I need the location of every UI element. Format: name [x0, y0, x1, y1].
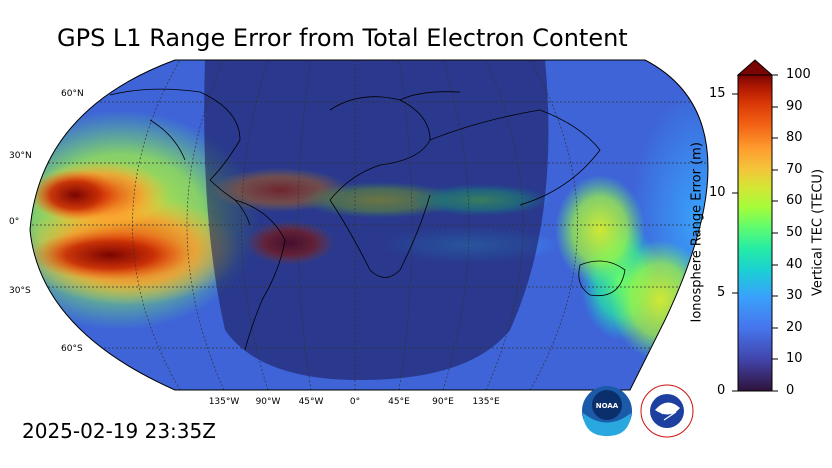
timestamp: 2025-02-19 23:35Z — [22, 419, 216, 443]
lat-label-30s: 30°S — [9, 286, 31, 296]
left-tick-0: 0 — [717, 383, 726, 398]
chart-title: GPS L1 Range Error from Total Electron C… — [57, 24, 628, 52]
lon-label-45e: 45°E — [388, 397, 410, 407]
right-tick-90: 90 — [786, 99, 803, 114]
right-tick-40: 40 — [786, 257, 803, 272]
colorbar — [732, 59, 778, 392]
left-tick-15: 15 — [709, 86, 726, 101]
lon-label-135e: 135°E — [472, 397, 500, 407]
right-tick-60: 60 — [786, 193, 803, 208]
colorbar-ramp — [737, 74, 773, 392]
map-outline — [29, 59, 709, 391]
colorbar-left-label: Ionosphere Range Error (m) — [689, 142, 705, 323]
svg-text:NOAA: NOAA — [596, 402, 619, 410]
lat-label-0: 0° — [9, 217, 20, 227]
lat-label-60n: 60°N — [61, 89, 84, 99]
lat-label-60s: 60°S — [61, 344, 83, 354]
right-tick-70: 70 — [786, 162, 803, 177]
left-tick-5: 5 — [717, 285, 726, 300]
right-tick-20: 20 — [786, 320, 803, 335]
colorbar-right-label: Vertical TEC (TECU) — [810, 168, 826, 297]
lon-label-135w: 135°W — [208, 397, 240, 407]
tec-map — [30, 60, 708, 390]
right-tick-10: 10 — [786, 351, 803, 366]
lat-label-30n: 30°N — [9, 151, 32, 161]
right-tick-100: 100 — [786, 67, 811, 82]
noaa-logo: NOAA — [582, 386, 632, 436]
right-tick-80: 80 — [786, 130, 803, 145]
lon-label-90w: 90°W — [255, 397, 281, 407]
nws-logo — [640, 384, 694, 438]
colorbar-extend-arrow — [736, 59, 774, 76]
right-tick-30: 30 — [786, 288, 803, 303]
right-tick-50: 50 — [786, 225, 803, 240]
left-tick-10: 10 — [709, 185, 726, 200]
lon-label-0: 0° — [349, 397, 361, 407]
right-tick-0: 0 — [786, 383, 795, 398]
lon-label-90e: 90°E — [432, 397, 454, 407]
lon-label-45w: 45°W — [298, 397, 324, 407]
